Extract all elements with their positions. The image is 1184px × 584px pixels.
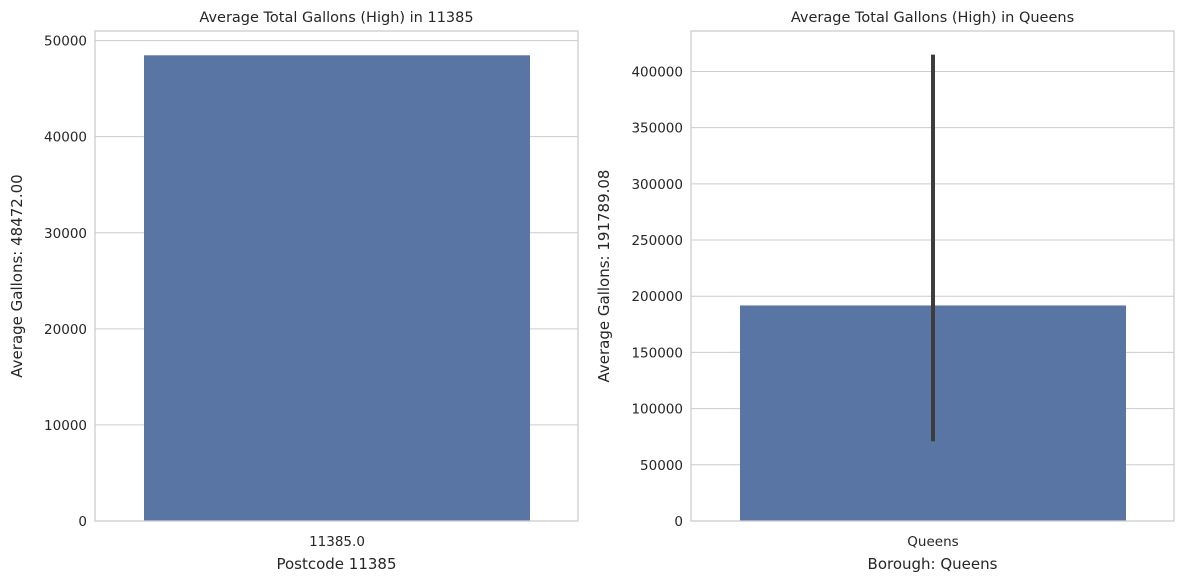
y-tick-label: 50000: [640, 458, 683, 474]
y-tick-label: 350000: [631, 121, 683, 137]
y-tick-label: 300000: [631, 177, 683, 193]
y-tick-label: 40000: [44, 130, 87, 146]
y-tick-label: 100000: [631, 402, 683, 418]
y-tick-label: 10000: [44, 418, 87, 434]
chart-panel-2: 0 50000 100000 150000 200000 250000 300000 3500…: [595, 10, 1175, 573]
y-tick-label: 30000: [44, 226, 87, 242]
x-tick-label: Queens: [907, 534, 958, 550]
y-tick-label: 400000: [631, 64, 683, 80]
y-tick-label: 200000: [631, 289, 683, 305]
y-tick-label: 50000: [44, 34, 87, 50]
chart-title: Average Total Gallons (High) in Queens: [791, 10, 1074, 26]
chart-panel-1: 0 10000 20000 30000 40000 50000 11385.0 Average…: [8, 10, 579, 573]
bar: [144, 55, 530, 521]
y-axis-label: Average Gallons: 191789.08: [595, 170, 613, 383]
x-axis-label: Postcode 11385: [276, 555, 396, 573]
y-tick-label: 0: [78, 514, 87, 530]
axes-frame: [94, 30, 579, 522]
y-axis-label: Average Gallons: 48472.00: [8, 174, 26, 377]
y-tick-label: 150000: [631, 345, 683, 361]
y-tick-label: 20000: [44, 322, 87, 338]
y-tick-label: 250000: [631, 233, 683, 249]
x-tick-label: 11385.0: [309, 534, 365, 550]
y-tick-label: 0: [674, 514, 683, 530]
x-axis-label: Borough: Queens: [868, 555, 998, 573]
chart-title: Average Total Gallons (High) in 11385: [199, 10, 473, 26]
axes-frame: [690, 30, 1175, 522]
